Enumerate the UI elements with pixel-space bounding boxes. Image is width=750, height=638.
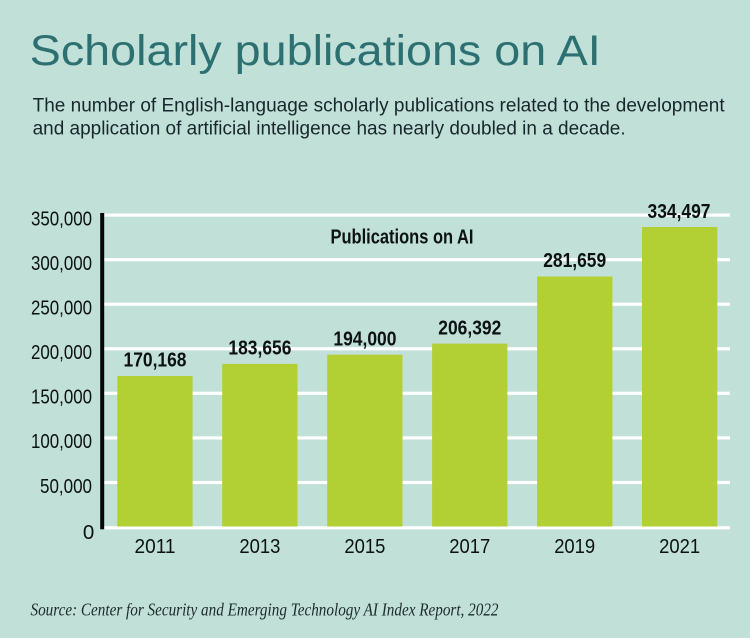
svg-text:and application of artificial: and application of artificial intelligen… <box>33 119 626 140</box>
svg-text:200,000: 200,000 <box>31 341 92 364</box>
svg-text:300,000: 300,000 <box>31 252 92 275</box>
svg-text:Scholarly publications on AI: Scholarly publications on AI <box>30 27 601 75</box>
svg-text:Source: Center for Security an: Source: Center for Security and Emerging… <box>31 600 499 620</box>
svg-text:2019: 2019 <box>554 536 595 558</box>
svg-text:281,659: 281,659 <box>543 250 606 272</box>
svg-text:2011: 2011 <box>135 536 176 558</box>
svg-text:2017: 2017 <box>449 536 490 558</box>
svg-text:Publications on AI: Publications on AI <box>331 226 474 248</box>
svg-text:The number of English-language: The number of English-language scholarly… <box>33 96 726 117</box>
svg-text:2015: 2015 <box>344 536 385 558</box>
svg-text:0: 0 <box>83 521 94 544</box>
svg-text:334,497: 334,497 <box>648 201 711 223</box>
svg-text:2021: 2021 <box>659 536 700 558</box>
svg-text:206,392: 206,392 <box>438 317 501 339</box>
svg-text:350,000: 350,000 <box>31 207 92 230</box>
svg-text:194,000: 194,000 <box>333 328 396 350</box>
svg-text:100,000: 100,000 <box>31 430 92 453</box>
svg-text:250,000: 250,000 <box>31 297 92 320</box>
svg-text:50,000: 50,000 <box>40 475 92 498</box>
svg-text:183,656: 183,656 <box>228 338 291 360</box>
svg-text:150,000: 150,000 <box>31 386 92 409</box>
svg-text:170,168: 170,168 <box>124 350 187 372</box>
svg-text:2013: 2013 <box>239 536 280 558</box>
